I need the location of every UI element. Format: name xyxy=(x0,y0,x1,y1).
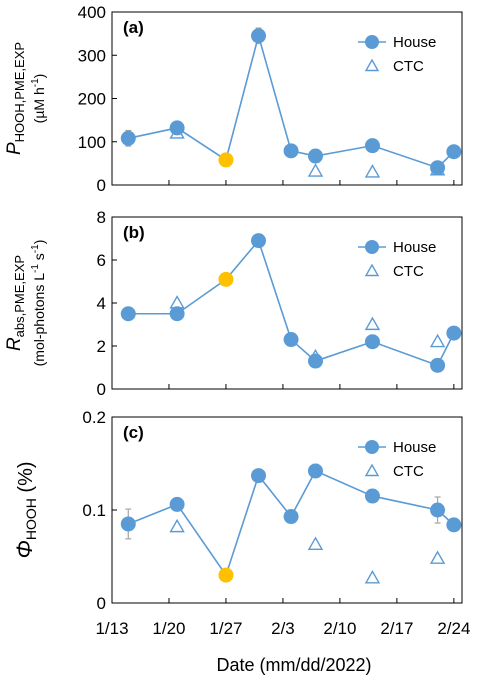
ctc-point xyxy=(364,164,381,178)
house-point-highlight xyxy=(218,152,234,168)
y-axis-symbol: R xyxy=(4,337,25,351)
house-point xyxy=(169,496,185,512)
house-point xyxy=(169,120,185,136)
house-point xyxy=(307,148,323,164)
legend-marker-ctc xyxy=(364,463,380,477)
x-tick-label: 1/27 xyxy=(209,619,242,638)
y-axis-label-units: (µM h-1) xyxy=(30,74,47,124)
house-point xyxy=(120,130,136,146)
house-point-highlight xyxy=(218,271,234,287)
y-tick-label: 0 xyxy=(97,594,106,613)
house-point xyxy=(251,468,267,484)
house-point xyxy=(430,502,446,518)
y-tick-label: 200 xyxy=(78,90,106,109)
x-axis-title: Date (mm/dd/2022) xyxy=(216,655,371,675)
legend-marker-ctc xyxy=(364,263,380,277)
legend-marker-house xyxy=(365,35,379,49)
y-axis-units: (%) xyxy=(15,461,37,498)
y-axis-units: (µM h xyxy=(31,87,47,123)
y-tick-label: 6 xyxy=(97,251,106,270)
house-point xyxy=(364,488,380,504)
legend-label-ctc: CTC xyxy=(393,263,424,280)
y-axis-label-symbol: Rabs,PME,EXP xyxy=(4,255,27,351)
ctc-point xyxy=(169,518,185,533)
panel-c: 0 0.1 0.2 (c) ΦHOOH (%) House CTC xyxy=(12,408,463,613)
x-tick-label: 2/10 xyxy=(323,619,356,638)
y-tick-label: 100 xyxy=(78,133,106,152)
house-point xyxy=(430,160,446,176)
house-point xyxy=(120,306,136,322)
panel-label: (a) xyxy=(123,18,144,37)
legend-marker-house xyxy=(365,240,379,254)
ctc-point xyxy=(429,550,446,564)
ctc-point xyxy=(307,536,324,550)
house-point xyxy=(251,233,267,249)
x-tick-label: 1/13 xyxy=(95,619,128,638)
legend-label-ctc: CTC xyxy=(393,58,424,75)
y-axis-label-units: (mol-photons L-1 s-1) xyxy=(30,240,47,367)
house-point xyxy=(251,28,267,44)
y-axis-units-sup: -1 xyxy=(30,78,41,87)
x-tick-label: 2/17 xyxy=(380,619,413,638)
y-axis-symbol: Φ xyxy=(12,540,37,558)
ctc-point xyxy=(364,569,381,584)
house-point xyxy=(446,144,462,160)
house-point xyxy=(364,138,380,154)
house-point xyxy=(120,516,136,532)
house-point xyxy=(430,357,446,373)
ctc-point xyxy=(169,295,185,309)
y-axis-units-sup2: -1 xyxy=(30,244,41,253)
house-point xyxy=(307,353,323,369)
y-axis-symbol: P xyxy=(4,142,25,155)
y-axis-subscript: HOOH xyxy=(23,498,39,540)
y-axis-units-end: ) xyxy=(31,240,47,245)
panel-label: (b) xyxy=(123,223,145,242)
y-axis-label-symbol: PHOOH,PME,EXP xyxy=(4,42,27,155)
y-tick-label: 300 xyxy=(78,46,106,65)
x-axis-tick-labels: 1/13 1/20 1/27 2/3 2/10 2/17 2/24 xyxy=(95,619,470,638)
x-tick-label: 1/20 xyxy=(152,619,185,638)
x-tick-label: 2/24 xyxy=(437,619,470,638)
ctc-point xyxy=(364,316,381,331)
house-point xyxy=(364,334,380,350)
legend-label-house: House xyxy=(393,239,436,256)
y-tick-label: 400 xyxy=(78,3,106,22)
y-tick-label: 2 xyxy=(97,337,106,356)
house-point xyxy=(446,325,462,341)
house-point xyxy=(283,143,299,159)
ctc-point xyxy=(307,163,324,177)
y-tick-label: 8 xyxy=(97,208,106,227)
y-tick-label: 0 xyxy=(97,380,106,399)
house-point xyxy=(307,463,323,479)
legend-label-house: House xyxy=(393,439,436,456)
y-axis-subscript: HOOH,PME,EXP xyxy=(12,42,27,142)
ctc-point xyxy=(429,333,446,348)
y-axis-subscript: abs,PME,EXP xyxy=(12,255,27,337)
house-point xyxy=(169,306,185,322)
legend-label-house: House xyxy=(393,34,436,51)
house-point xyxy=(283,332,299,348)
house-point xyxy=(283,509,299,525)
y-axis-units-end: ) xyxy=(31,74,47,79)
legend-marker-house xyxy=(365,440,379,454)
y-tick-label: 0 xyxy=(97,176,106,195)
y-axis-units-mid: s xyxy=(31,253,47,264)
y-tick-label: 0.2 xyxy=(82,408,106,427)
y-axis-units: (mol-photons L xyxy=(31,273,47,367)
legend-label-ctc: CTC xyxy=(393,463,424,480)
y-axis-label: ΦHOOH (%) xyxy=(12,461,39,558)
y-axis-units-sup: -1 xyxy=(30,264,41,273)
house-point-highlight xyxy=(218,567,234,583)
house-point xyxy=(446,517,462,533)
y-tick-label: 0.1 xyxy=(82,501,106,520)
panel-label: (c) xyxy=(123,423,144,442)
legend-marker-ctc xyxy=(364,58,380,72)
x-tick-label: 2/3 xyxy=(271,619,295,638)
y-tick-label: 4 xyxy=(97,294,106,313)
